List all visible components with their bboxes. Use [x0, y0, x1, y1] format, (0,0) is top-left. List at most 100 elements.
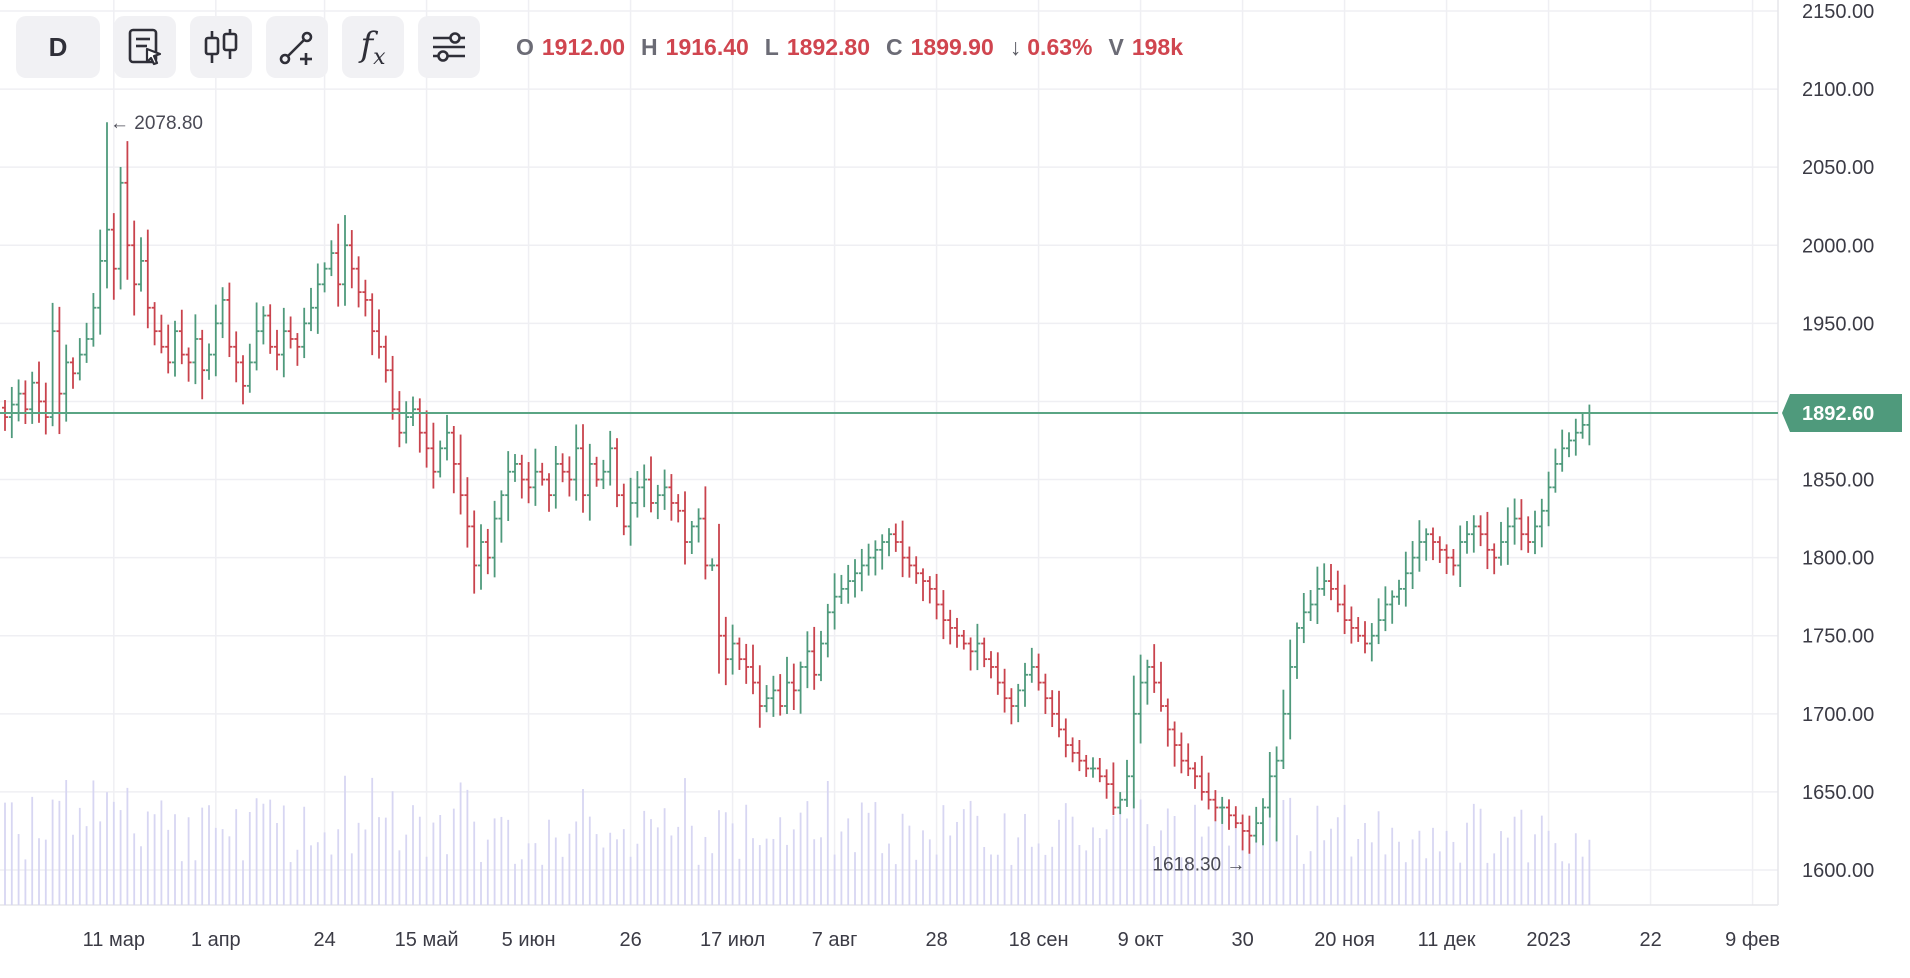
ohlc-bar: [464, 477, 471, 548]
y-tick-label: 1950.00: [1802, 313, 1874, 335]
ohlc-bar: [124, 141, 131, 280]
ohlc-bar: [546, 473, 552, 512]
ohlc-bar: [682, 491, 688, 565]
ohlc-bar: [355, 256, 362, 308]
ohlc-bar: [641, 464, 648, 508]
change-down-icon: ↓: [1009, 34, 1022, 60]
ohlc-bar: [1450, 548, 1457, 576]
y-tick-label: 1650.00: [1802, 782, 1874, 804]
ohlc-bar: [1260, 798, 1266, 846]
close-label: C: [886, 34, 903, 60]
ohlc-bar: [328, 240, 335, 277]
ohlc-bar: [777, 674, 784, 716]
ohlc-bar: [471, 510, 478, 594]
ohlc-bar: [695, 508, 702, 543]
x-axis: 11 мар 1 апр 24 15 май 5 июн 26 17 июл 7 авг 28 1…: [83, 929, 1780, 951]
ohlc-bar: [750, 644, 756, 695]
drawing-tools-button[interactable]: [266, 16, 328, 78]
ohlc-bar: [1280, 689, 1287, 770]
ohlc-bar: [362, 279, 369, 317]
min-price-annotation: 1618.30 →: [1152, 855, 1245, 876]
high-label: H: [641, 34, 658, 60]
x-tick-label: 28: [925, 929, 947, 951]
ohlc-bar: [144, 229, 151, 329]
ohlc-bar: [1042, 673, 1049, 714]
ohlc-bar: [906, 546, 913, 578]
ohlc-bar: [960, 630, 967, 650]
ohlc-bar: [335, 223, 342, 307]
x-tick-label: 18 сен: [1009, 929, 1069, 951]
low-label: L: [764, 34, 779, 60]
ohlc-bar: [1566, 432, 1572, 458]
ohlc-bar: [804, 631, 811, 689]
ohlc-bar: [131, 220, 138, 316]
ohlc-bar: [1532, 510, 1538, 555]
ohlc-bar: [260, 306, 267, 345]
ohlc-bar: [70, 357, 76, 389]
ohlc-bar: [1253, 806, 1260, 843]
ohlc-bar: [573, 424, 580, 501]
ohlc-bar: [29, 371, 36, 424]
ohlc-bar: [818, 630, 824, 682]
ohlc-bar: [1137, 654, 1144, 744]
ohlc-bar: [1538, 498, 1545, 548]
y-tick-label: 1800.00: [1802, 548, 1874, 570]
ohlc-bar: [1015, 683, 1022, 723]
ohlc-bar: [308, 287, 314, 332]
volume-bars: [4, 775, 1591, 905]
ohlc-bar: [321, 262, 328, 293]
ohlc-bar: [151, 302, 158, 346]
ohlc-bar: [988, 651, 994, 679]
ohlc-bar: [1192, 762, 1198, 789]
ohlc-bar: [845, 564, 852, 604]
current-price-tag: 1892.60: [1782, 394, 1902, 433]
ohlc-bar: [1470, 515, 1477, 553]
ohlc-bar: [484, 528, 491, 575]
ohlc-bar: [267, 304, 274, 354]
ohlc-bar: [661, 469, 668, 510]
ohlc-bar: [1239, 814, 1246, 851]
period-button[interactable]: D: [16, 16, 100, 78]
template-button[interactable]: [114, 16, 176, 78]
ohlc-bar: [1436, 536, 1443, 563]
indicators-button[interactable]: fx: [342, 16, 404, 78]
ohlc-bar: [430, 422, 437, 489]
ohlc-bar: [172, 320, 178, 377]
ohlc-bar: [1028, 647, 1035, 683]
ohlc-bar: [539, 462, 546, 486]
ohlc-bar: [280, 307, 287, 378]
ohlc-bar: [1389, 590, 1396, 624]
ohlc-bar: [396, 391, 403, 448]
chart-toolbar: D: [16, 16, 480, 78]
ohlc-bar: [1368, 623, 1375, 662]
ohlc-bar: [790, 663, 797, 711]
ohlc-bar: [668, 474, 675, 521]
ohlc-bar: [1579, 413, 1586, 439]
ohlc-bar: [729, 624, 736, 675]
x-tick-label: 11 мар: [83, 929, 145, 951]
drawing-tools-icon: [277, 27, 317, 67]
ohlc-bar: [1076, 740, 1083, 772]
ohlc-bar: [1362, 621, 1368, 654]
ohlc-bar: [56, 306, 63, 435]
ohlc-bar: [1083, 754, 1090, 777]
chart-type-button[interactable]: [190, 16, 252, 78]
ohlc-bar: [1328, 563, 1334, 601]
x-tick-label: 26: [619, 929, 641, 951]
ohlc-bar: [954, 617, 960, 648]
ohlc-bar: [1382, 586, 1389, 632]
ohlc-bar: [457, 434, 464, 515]
ohlc-bar: [158, 314, 165, 354]
volume-value: 198k: [1131, 34, 1183, 60]
ohlc-bar: [1430, 527, 1436, 561]
ohlc-bar: [505, 451, 512, 522]
settings-sliders-icon: [429, 27, 469, 67]
ohlc-bar: [756, 665, 763, 728]
ohlc-bar: [797, 661, 804, 714]
ohlc-bar: [512, 454, 518, 482]
settings-button[interactable]: [418, 16, 480, 78]
x-tick-label: 11 дек: [1418, 929, 1476, 951]
ohlc-bar: [348, 230, 355, 289]
ohlc-bar: [586, 443, 593, 521]
